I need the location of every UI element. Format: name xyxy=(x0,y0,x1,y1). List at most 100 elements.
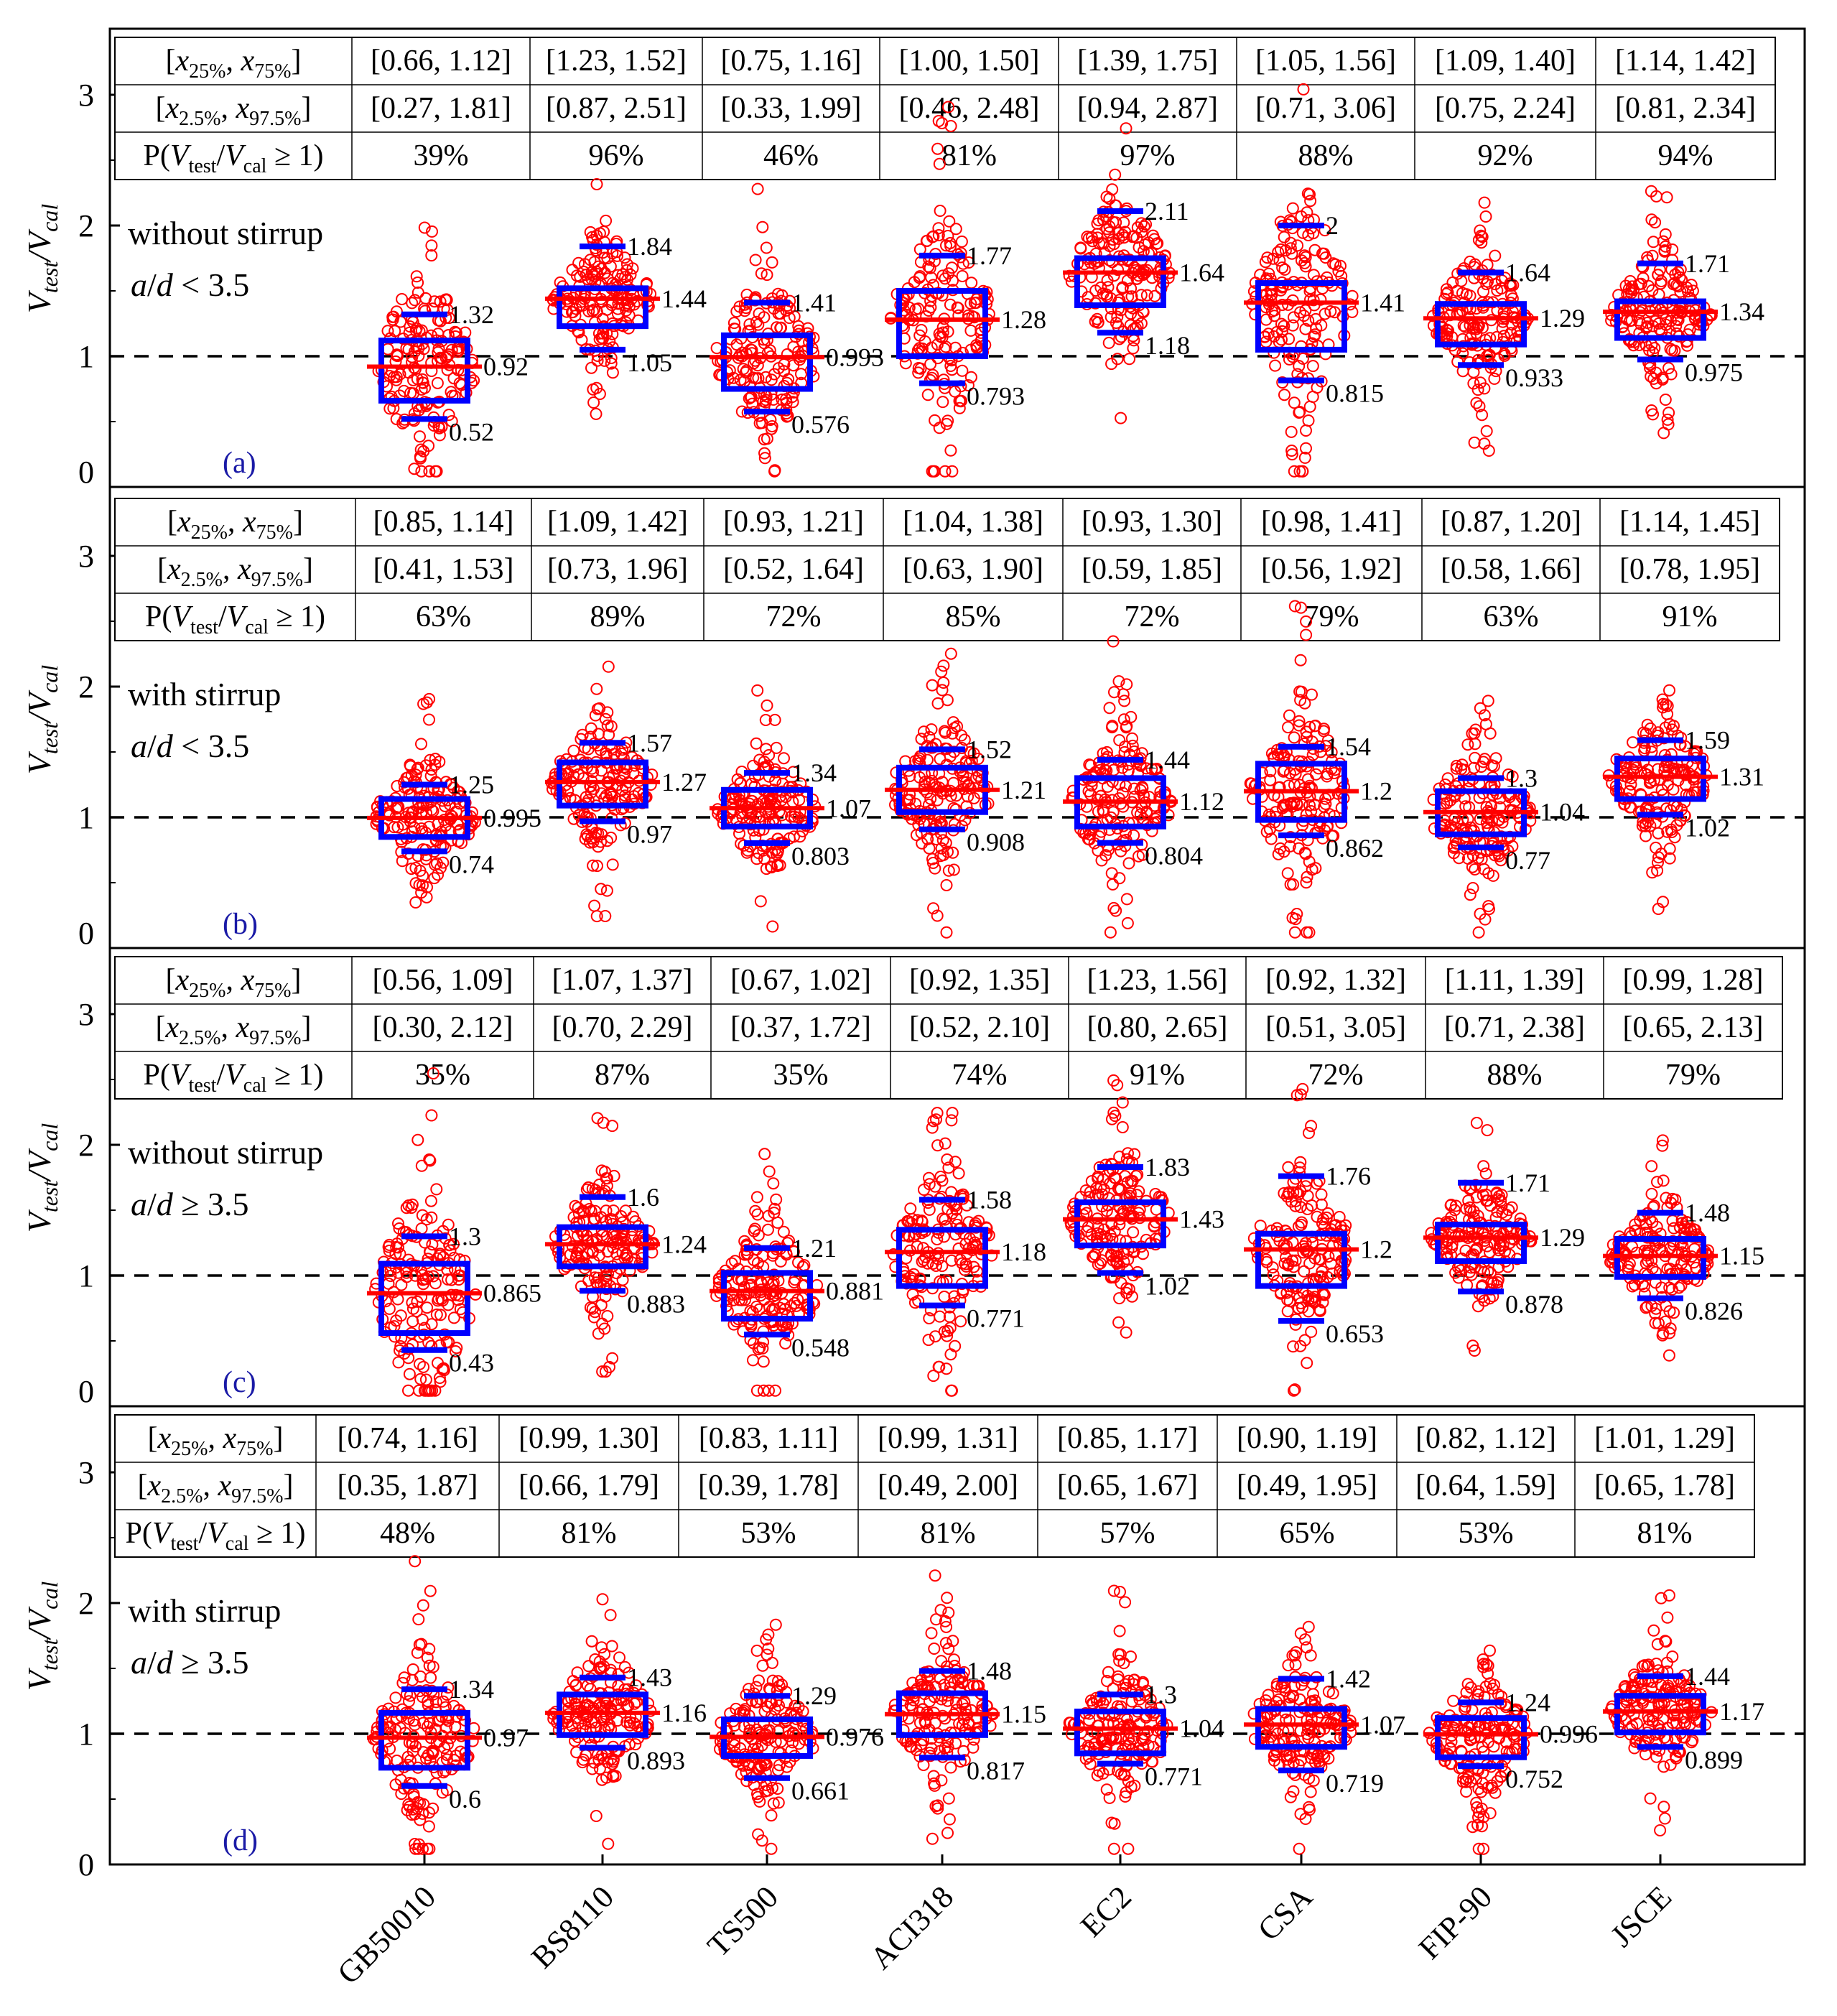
data-point xyxy=(1474,702,1487,715)
data-point xyxy=(935,665,948,678)
data-point xyxy=(1289,1195,1302,1207)
data-point xyxy=(1663,1281,1676,1294)
data-point xyxy=(440,1749,453,1761)
table-cell: [0.67, 1.02] xyxy=(730,964,871,997)
data-point xyxy=(925,271,938,284)
table-cell: [0.58, 1.66] xyxy=(1441,553,1581,586)
data-point xyxy=(606,858,619,871)
panel-note-ratio: a/d ≥ 3.5 xyxy=(131,1186,249,1222)
data-point xyxy=(1118,695,1131,707)
data-point xyxy=(740,846,753,859)
data-point xyxy=(1465,1268,1478,1281)
data-point xyxy=(932,115,945,127)
y-tick-label: 3 xyxy=(78,539,94,574)
data-point xyxy=(1492,1244,1505,1257)
data-point xyxy=(604,260,617,273)
data-point xyxy=(1652,763,1664,776)
iqr-box xyxy=(896,288,988,359)
data-point xyxy=(410,270,423,283)
data-point xyxy=(794,830,806,843)
data-point xyxy=(941,1329,954,1342)
data-point xyxy=(956,270,969,282)
data-point xyxy=(1283,709,1296,722)
data-point xyxy=(595,1641,608,1654)
data-point xyxy=(756,220,769,233)
data-point xyxy=(389,1691,402,1704)
table-row-header: [x25%, x75%] xyxy=(148,1422,284,1460)
data-point xyxy=(406,1302,419,1315)
data-point xyxy=(588,899,601,912)
data-point xyxy=(390,802,403,815)
data-point xyxy=(778,1298,790,1311)
data-point xyxy=(1497,330,1510,343)
data-point xyxy=(1278,1187,1290,1199)
lower-value-label: 0.883 xyxy=(627,1289,685,1318)
data-point xyxy=(1135,217,1148,230)
data-point xyxy=(1288,1383,1301,1396)
data-point xyxy=(1463,1265,1476,1278)
table-cell: 35% xyxy=(773,1059,829,1092)
data-point xyxy=(434,1375,447,1388)
data-point xyxy=(1473,400,1486,413)
data-point xyxy=(1329,258,1342,271)
data-point xyxy=(604,1609,617,1622)
data-point xyxy=(1499,271,1512,284)
data-point xyxy=(931,142,944,155)
data-point xyxy=(412,1613,425,1626)
data-point xyxy=(1105,867,1118,880)
data-point xyxy=(1306,863,1319,876)
upper-value-label: 1.41 xyxy=(791,288,837,317)
category-ec2: 1.831.431.02 xyxy=(1063,1074,1224,1339)
data-point xyxy=(904,1202,917,1215)
data-point xyxy=(970,1265,983,1278)
data-point xyxy=(1662,362,1675,375)
data-point xyxy=(1266,1261,1279,1274)
data-point xyxy=(1662,418,1675,431)
table-cell: [1.39, 1.75] xyxy=(1077,45,1218,78)
data-point xyxy=(404,1801,416,1813)
data-point xyxy=(604,786,617,799)
data-point xyxy=(1295,210,1308,223)
data-point xyxy=(576,1756,589,1769)
data-point xyxy=(1136,782,1149,794)
data-point xyxy=(768,713,781,726)
data-point xyxy=(566,264,579,277)
data-point xyxy=(753,1342,766,1354)
table-cell: 85% xyxy=(946,600,1001,633)
data-point xyxy=(1293,685,1306,698)
y-tick-label: 2 xyxy=(78,669,94,705)
data-point xyxy=(1318,247,1331,260)
data-point xyxy=(1285,445,1298,457)
table-cell: 63% xyxy=(1484,600,1539,633)
table-cell: [0.49, 1.95] xyxy=(1237,1469,1377,1502)
data-point xyxy=(569,310,582,322)
data-point xyxy=(1074,241,1087,254)
data-point xyxy=(759,714,772,726)
data-point xyxy=(1655,277,1667,290)
data-point xyxy=(1493,1240,1506,1253)
data-point xyxy=(1107,269,1120,282)
panel-note-stirrup: without stirrup xyxy=(128,215,323,251)
data-point xyxy=(422,1820,435,1833)
data-point xyxy=(1637,1280,1650,1293)
data-point xyxy=(1303,855,1316,868)
data-point xyxy=(413,1638,426,1651)
data-point xyxy=(768,368,781,381)
data-point xyxy=(1091,217,1104,230)
data-point xyxy=(752,1828,765,1841)
lower-value-label: 0.97 xyxy=(627,819,672,848)
data-point xyxy=(1647,236,1660,248)
data-point xyxy=(750,737,763,750)
data-point xyxy=(582,1660,595,1673)
median-value-label: 0.995 xyxy=(483,804,541,832)
lower-value-label: 0.933 xyxy=(1505,363,1563,392)
data-point xyxy=(411,277,424,289)
y-tick-label: 3 xyxy=(78,78,94,113)
data-point xyxy=(946,465,959,478)
data-point xyxy=(424,1154,437,1167)
data-point xyxy=(762,1209,775,1222)
median-value-label: 1.21 xyxy=(1001,776,1046,804)
data-point xyxy=(1288,600,1301,613)
table-cell: [0.83, 1.11] xyxy=(699,1422,838,1455)
iqr-box xyxy=(557,1224,648,1270)
